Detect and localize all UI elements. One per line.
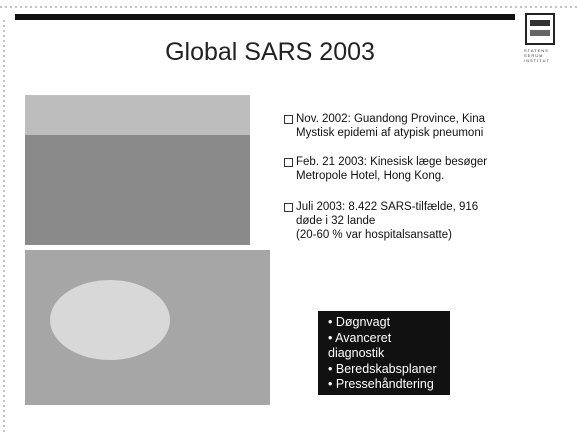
box-item-text: Avanceret diagnostik: [328, 331, 391, 361]
box-item-text: Beredskabsplaner: [336, 362, 437, 376]
bullet-text: Mystisk epidemi af atypisk pneumoni: [284, 126, 485, 140]
photo-detail: [50, 280, 170, 360]
box-item-text: Pressehåndtering: [336, 377, 434, 391]
logo-mark: [530, 20, 550, 26]
bullet-marker: [284, 203, 293, 212]
box-item: • Pressehåndtering: [328, 377, 450, 393]
logo-line: INSTITUT: [524, 58, 550, 63]
bullet-text: døde i 32 lande: [284, 214, 478, 228]
logo: [526, 14, 554, 44]
bullet-marker: [284, 115, 293, 124]
top-bar: [15, 14, 515, 20]
photo-sky: [25, 95, 250, 135]
bullet-text: Feb. 21 2003: Kinesisk læge besøger: [284, 155, 487, 169]
box-item: • Døgnvagt: [328, 315, 450, 331]
bullet-marker: [284, 158, 293, 167]
slide: STATENSSERUMINSTITUT Global SARS 2003 No…: [0, 0, 577, 432]
slide-title: Global SARS 2003: [100, 38, 440, 67]
highlight-box: • Døgnvagt• Avanceret diagnostik• Bereds…: [318, 311, 450, 395]
box-item: • Beredskabsplaner: [328, 362, 450, 378]
box-item-text: Døgnvagt: [336, 315, 390, 329]
bullet-text: (20-60 % var hospitalsansatte): [284, 228, 478, 242]
bullet-text: Nov. 2002: Guandong Province, Kina: [284, 112, 485, 126]
box-item: • Avanceret diagnostik: [328, 331, 450, 362]
logo-mark: [530, 30, 550, 36]
bullet-text: Metropole Hotel, Hong Kong.: [284, 169, 487, 183]
bullet-text: Juli 2003: 8.422 SARS-tilfælde, 916: [284, 200, 478, 214]
